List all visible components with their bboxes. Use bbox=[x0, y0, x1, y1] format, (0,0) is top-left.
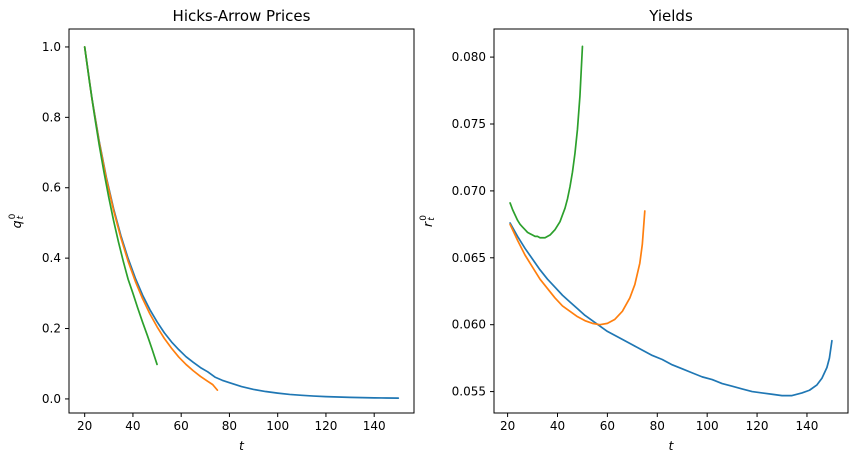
y-tick-label: 0.065 bbox=[452, 251, 486, 265]
y-tick-label: 0.4 bbox=[42, 251, 61, 265]
left-panel-title: Hicks-Arrow Prices bbox=[172, 7, 311, 25]
y-tick-label: 0.8 bbox=[42, 110, 61, 124]
series-line-horizon-T50 bbox=[83, 46, 158, 366]
x-tick-label: 100 bbox=[266, 419, 289, 433]
series-line-horizon-T150 bbox=[83, 46, 400, 399]
x-tick-label: 80 bbox=[650, 419, 665, 433]
ylabel-subscript: t bbox=[16, 215, 26, 220]
x-tick-label: 140 bbox=[796, 419, 819, 433]
x-tick-label: 60 bbox=[600, 419, 615, 433]
axes-panel-0: 20 40 60 80 100 120 140 0.0 0.2 0.4 0.6 0.8 1.0 bbox=[42, 28, 415, 433]
x-tick-label: 120 bbox=[746, 419, 769, 433]
y-tick-label: 0.080 bbox=[452, 50, 486, 64]
series-line-horizon-T50 bbox=[509, 45, 584, 239]
y-tick-label: 0.060 bbox=[452, 318, 486, 332]
axes-spines bbox=[493, 28, 849, 414]
y-tick-label: 0.075 bbox=[452, 117, 486, 131]
x-tick-label: 100 bbox=[696, 419, 719, 433]
right-x-axis-label: t bbox=[668, 438, 674, 453]
left-x-axis-label: t bbox=[239, 438, 244, 453]
axes-panel-1: 20 40 60 80 100 120 140 0.055 0.060 0.065 0.070 0.0… bbox=[452, 28, 849, 433]
ylabel-subscript: t bbox=[427, 217, 437, 221]
x-tick-label: 60 bbox=[174, 419, 189, 433]
axes-spines bbox=[68, 28, 415, 414]
y-tick-label: 0.0 bbox=[42, 392, 61, 406]
x-tick-label: 80 bbox=[222, 419, 237, 433]
series-line-horizon-T150 bbox=[509, 222, 833, 397]
x-tick-label: 140 bbox=[363, 419, 386, 433]
right-panel-title: Yields bbox=[649, 7, 693, 25]
ylabel-base: r bbox=[419, 221, 435, 227]
x-tick-label: 40 bbox=[125, 419, 140, 433]
y-tick-label: 1.0 bbox=[42, 40, 61, 54]
x-tick-label: 120 bbox=[314, 419, 337, 433]
series-line-horizon-T75 bbox=[83, 46, 219, 391]
x-tick-label: 20 bbox=[77, 419, 92, 433]
y-tick-label: 0.2 bbox=[42, 322, 61, 336]
x-tick-label: 20 bbox=[500, 419, 515, 433]
ylabel-base: q bbox=[8, 220, 24, 229]
series-line-horizon-T75 bbox=[509, 210, 646, 326]
y-tick-label: 0.055 bbox=[452, 385, 486, 399]
y-tick-label: 0.6 bbox=[42, 181, 61, 195]
x-tick-label: 40 bbox=[550, 419, 565, 433]
y-tick-label: 0.070 bbox=[452, 184, 486, 198]
